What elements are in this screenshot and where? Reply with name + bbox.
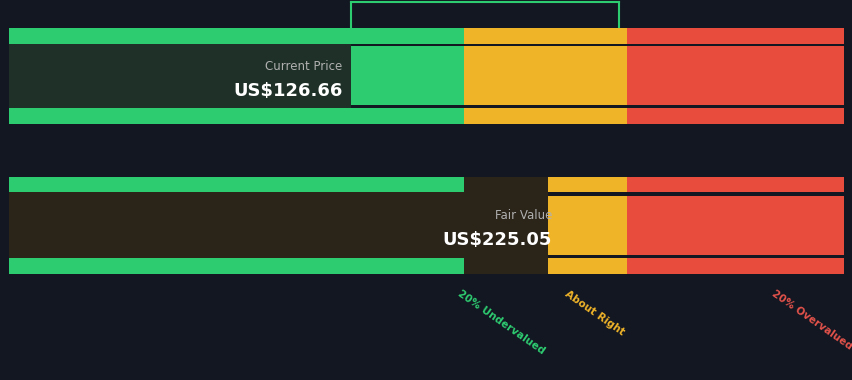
Bar	[9, 28, 351, 124]
Bar	[9, 196, 463, 255]
Bar	[626, 108, 843, 124]
Bar	[626, 258, 843, 274]
Bar	[9, 177, 463, 192]
Bar	[626, 177, 843, 192]
Bar	[9, 258, 463, 274]
Bar	[9, 46, 463, 105]
Text: 20% Undervalued: 20% Undervalued	[455, 289, 545, 356]
Bar	[626, 196, 843, 255]
Bar	[9, 108, 463, 124]
Bar	[9, 258, 463, 274]
Bar	[463, 196, 626, 255]
Text: 20% Overvalued: 20% Overvalued	[769, 289, 852, 352]
Bar	[463, 46, 626, 105]
Text: About Right: About Right	[562, 289, 625, 337]
Bar	[463, 28, 626, 44]
Bar	[626, 28, 843, 44]
Bar	[9, 28, 463, 44]
Bar	[463, 177, 626, 192]
Bar	[9, 28, 463, 44]
Text: US$225.05: US$225.05	[442, 231, 551, 249]
Bar	[9, 177, 463, 192]
Bar	[463, 258, 626, 274]
Bar	[463, 108, 626, 124]
Bar	[9, 177, 547, 274]
Bar	[9, 108, 463, 124]
Text: Current Price: Current Price	[265, 60, 343, 73]
Text: US$126.66: US$126.66	[233, 82, 343, 100]
Bar	[626, 46, 843, 105]
Text: Fair Value: Fair Value	[494, 209, 551, 222]
